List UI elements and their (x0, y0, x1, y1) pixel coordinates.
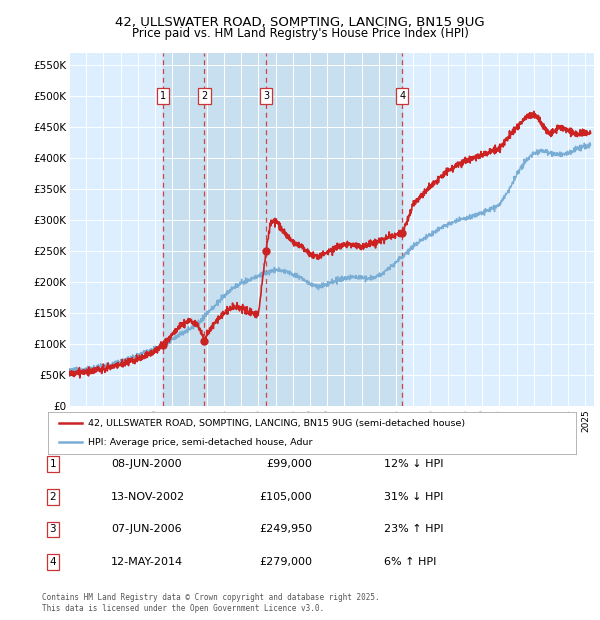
Text: 4: 4 (399, 91, 406, 101)
Bar (163, 53, 402, 406)
Text: 23% ↑ HPI: 23% ↑ HPI (384, 525, 443, 534)
Text: 42, ULLSWATER ROAD, SOMPTING, LANCING, BN15 9UG: 42, ULLSWATER ROAD, SOMPTING, LANCING, B… (115, 16, 485, 29)
Text: 31% ↓ HPI: 31% ↓ HPI (384, 492, 443, 502)
Text: Contains HM Land Registry data © Crown copyright and database right 2025.
This d: Contains HM Land Registry data © Crown c… (42, 593, 380, 613)
Text: 2: 2 (202, 91, 208, 101)
Text: 6% ↑ HPI: 6% ↑ HPI (384, 557, 436, 567)
Text: 13-NOV-2002: 13-NOV-2002 (111, 492, 185, 502)
Text: £99,000: £99,000 (266, 459, 312, 469)
Text: 12% ↓ HPI: 12% ↓ HPI (384, 459, 443, 469)
Text: 07-JUN-2006: 07-JUN-2006 (111, 525, 182, 534)
Text: £279,000: £279,000 (259, 557, 312, 567)
Text: HPI: Average price, semi-detached house, Adur: HPI: Average price, semi-detached house,… (88, 438, 312, 447)
Text: 42, ULLSWATER ROAD, SOMPTING, LANCING, BN15 9UG (semi-detached house): 42, ULLSWATER ROAD, SOMPTING, LANCING, B… (88, 418, 465, 428)
Text: 3: 3 (49, 525, 56, 534)
Text: 4: 4 (49, 557, 56, 567)
Text: 1: 1 (49, 459, 56, 469)
Text: 12-MAY-2014: 12-MAY-2014 (111, 557, 183, 567)
Text: 2: 2 (49, 492, 56, 502)
Text: 3: 3 (263, 91, 269, 101)
Text: £105,000: £105,000 (259, 492, 312, 502)
Text: 1: 1 (160, 91, 166, 101)
Text: £249,950: £249,950 (259, 525, 312, 534)
Text: 08-JUN-2000: 08-JUN-2000 (111, 459, 182, 469)
Text: Price paid vs. HM Land Registry's House Price Index (HPI): Price paid vs. HM Land Registry's House … (131, 27, 469, 40)
